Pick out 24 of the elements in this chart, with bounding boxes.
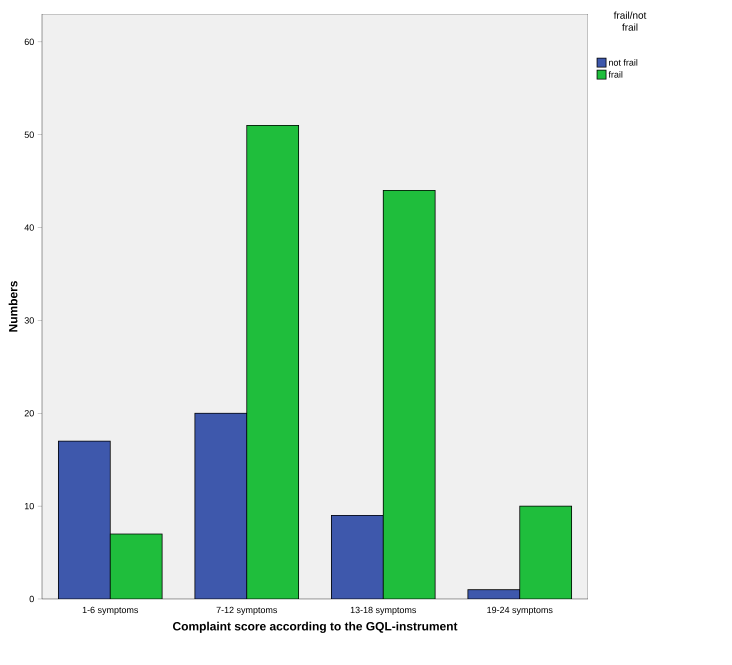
y-axis-title: Numbers: [8, 281, 18, 332]
bar: [330, 515, 384, 599]
y-tick-label: 20: [24, 410, 34, 416]
legend-title: frail/not frail: [614, 12, 646, 31]
y-tick-label: 10: [24, 502, 34, 510]
y-tick-label: 30: [24, 317, 34, 324]
bar: [467, 589, 520, 599]
x-tick-label: 13-18 symptoms: [350, 606, 416, 615]
y-tick-label: 50: [24, 132, 34, 138]
bar: [110, 534, 163, 599]
bar: [58, 440, 111, 599]
bar: [519, 506, 572, 599]
y-tick-label: 0: [30, 596, 34, 602]
y-tick-label: 40: [24, 224, 34, 231]
y-tick-label: 60: [24, 38, 34, 46]
bar: [194, 412, 248, 599]
bar: [246, 125, 300, 599]
x-axis-title: Complaint score according to the GQL-instrument: [173, 622, 458, 633]
x-tick-label: 1-6 symptoms: [82, 606, 138, 615]
x-tick-label: 19-24 symptoms: [487, 606, 553, 615]
legend-label: frail: [608, 71, 622, 78]
x-tick-label: 7-12 symptoms: [216, 606, 278, 615]
legend-label: not frail: [609, 59, 638, 66]
bar: [382, 190, 436, 599]
